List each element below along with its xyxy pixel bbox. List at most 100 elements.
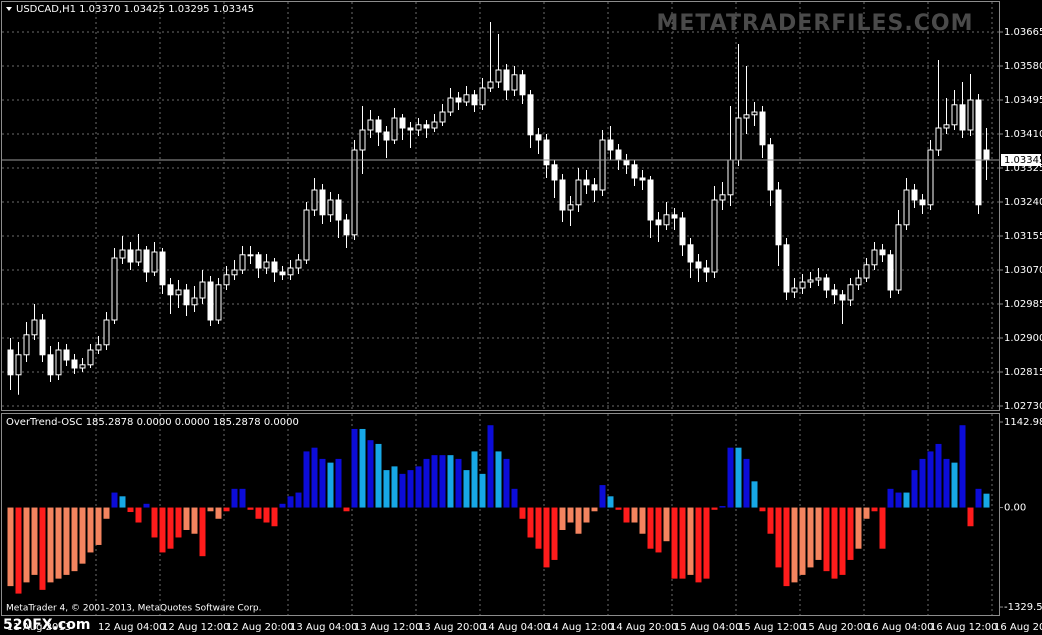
osc-bar — [423, 458, 430, 508]
candle-body — [815, 277, 822, 281]
osc-bar — [823, 507, 830, 572]
osc-bar — [839, 507, 846, 575]
osc-bar — [103, 507, 110, 519]
candle-body — [511, 74, 518, 91]
y-tick-label: 1.03495 — [1004, 95, 1042, 106]
osc-bar — [607, 496, 614, 508]
candle-body — [231, 269, 238, 276]
y-tick-label: 1.03410 — [1004, 129, 1042, 140]
y-tick-label: 1.02900 — [1004, 333, 1042, 344]
candle-body — [519, 74, 526, 96]
marks — [2, 22, 999, 594]
x-tick-label: 12 Aug 12:00 — [162, 622, 229, 633]
osc-bar — [503, 458, 510, 508]
osc-bar — [127, 507, 134, 513]
menu-arrow[interactable] — [6, 7, 12, 11]
price-panel — [1, 1, 1000, 411]
x-tick-label: 15 Aug 04:00 — [674, 622, 741, 633]
candle-body — [303, 209, 310, 261]
osc-y-tick-label: -1329.568 — [1004, 602, 1042, 613]
x-tick-label: 13 Aug 04:00 — [290, 622, 357, 633]
candle-body — [463, 94, 470, 103]
y-tick-label: 1.03155 — [1004, 231, 1042, 242]
osc-bar — [119, 496, 126, 508]
candle-body — [423, 124, 430, 129]
candle-body — [767, 144, 774, 191]
x-tick-label: 14 Aug 04:00 — [482, 622, 549, 633]
candle-body — [487, 81, 494, 89]
x-tick-label: 16 Aug 04:00 — [866, 622, 933, 633]
x-tick-label: 13 Aug 12:00 — [354, 622, 421, 633]
osc-bar — [295, 492, 302, 508]
osc-bar — [527, 507, 534, 538]
candle-body — [167, 284, 174, 296]
osc-bar — [239, 488, 246, 508]
candle-body — [47, 354, 54, 376]
candle-body — [239, 254, 246, 271]
candle-body — [55, 349, 62, 376]
candle-body — [959, 104, 966, 131]
candle-body — [455, 97, 462, 103]
osc-bar — [279, 503, 286, 508]
osc-bar — [903, 492, 910, 508]
osc-bar — [391, 466, 398, 508]
candle-body — [119, 249, 126, 259]
x-tick-label: 12 Aug 04:00 — [98, 622, 165, 633]
candle-body — [751, 111, 758, 116]
osc-bar — [919, 458, 926, 508]
candle-body — [79, 364, 86, 369]
candle-body — [223, 274, 230, 286]
osc-bar — [207, 507, 214, 512]
x-tick-label: 15 Aug 20:00 — [802, 622, 869, 633]
osc-bar — [215, 507, 222, 519]
candle-body — [719, 194, 726, 201]
osc-bar — [799, 507, 806, 575]
bid-label: 1.03345 — [1004, 155, 1042, 166]
osc-bar — [775, 507, 782, 568]
osc-bar — [175, 507, 182, 538]
osc-bar — [863, 507, 870, 519]
osc-bar — [135, 507, 142, 523]
osc-bar — [367, 440, 374, 508]
osc-bar — [951, 462, 958, 508]
osc-bar — [335, 458, 342, 508]
osc-bar — [399, 473, 406, 508]
osc-bar — [791, 507, 798, 583]
candle-body — [863, 264, 870, 279]
osc-bar — [39, 507, 46, 590]
candle-body — [287, 267, 294, 276]
candle-body — [151, 251, 158, 273]
osc-bar — [535, 507, 542, 549]
osc-bar — [871, 507, 878, 512]
candle-body — [495, 69, 502, 83]
candle-body — [655, 219, 662, 226]
osc-bar — [887, 488, 894, 508]
osc-bar — [687, 507, 694, 575]
candle-body — [399, 117, 406, 129]
osc-bar — [847, 507, 854, 560]
candle-body — [567, 204, 574, 211]
candle-body — [471, 94, 478, 106]
osc-bar — [543, 507, 550, 568]
osc-bar — [319, 458, 326, 508]
osc-bar — [351, 428, 358, 508]
osc-bar — [471, 451, 478, 508]
candle-body — [159, 251, 166, 286]
osc-bar — [7, 507, 14, 587]
osc-bar — [407, 470, 414, 508]
candle-body — [439, 111, 446, 123]
candle-body — [775, 189, 782, 246]
osc-bar — [599, 485, 606, 508]
candle-body — [447, 97, 454, 113]
candle-body — [415, 124, 422, 131]
osc-bar — [415, 466, 422, 508]
y-tick-label: 1.03240 — [1004, 197, 1042, 208]
candle-body — [951, 104, 958, 126]
osc-bar — [647, 507, 654, 549]
candle-body — [367, 119, 374, 131]
candle-body — [375, 119, 382, 133]
chart-title: USDCAD,H1 1.03370 1.03425 1.03295 1.0334… — [16, 4, 254, 15]
osc-bar — [143, 503, 150, 508]
candle-body — [351, 149, 358, 236]
osc-bar — [63, 507, 70, 575]
